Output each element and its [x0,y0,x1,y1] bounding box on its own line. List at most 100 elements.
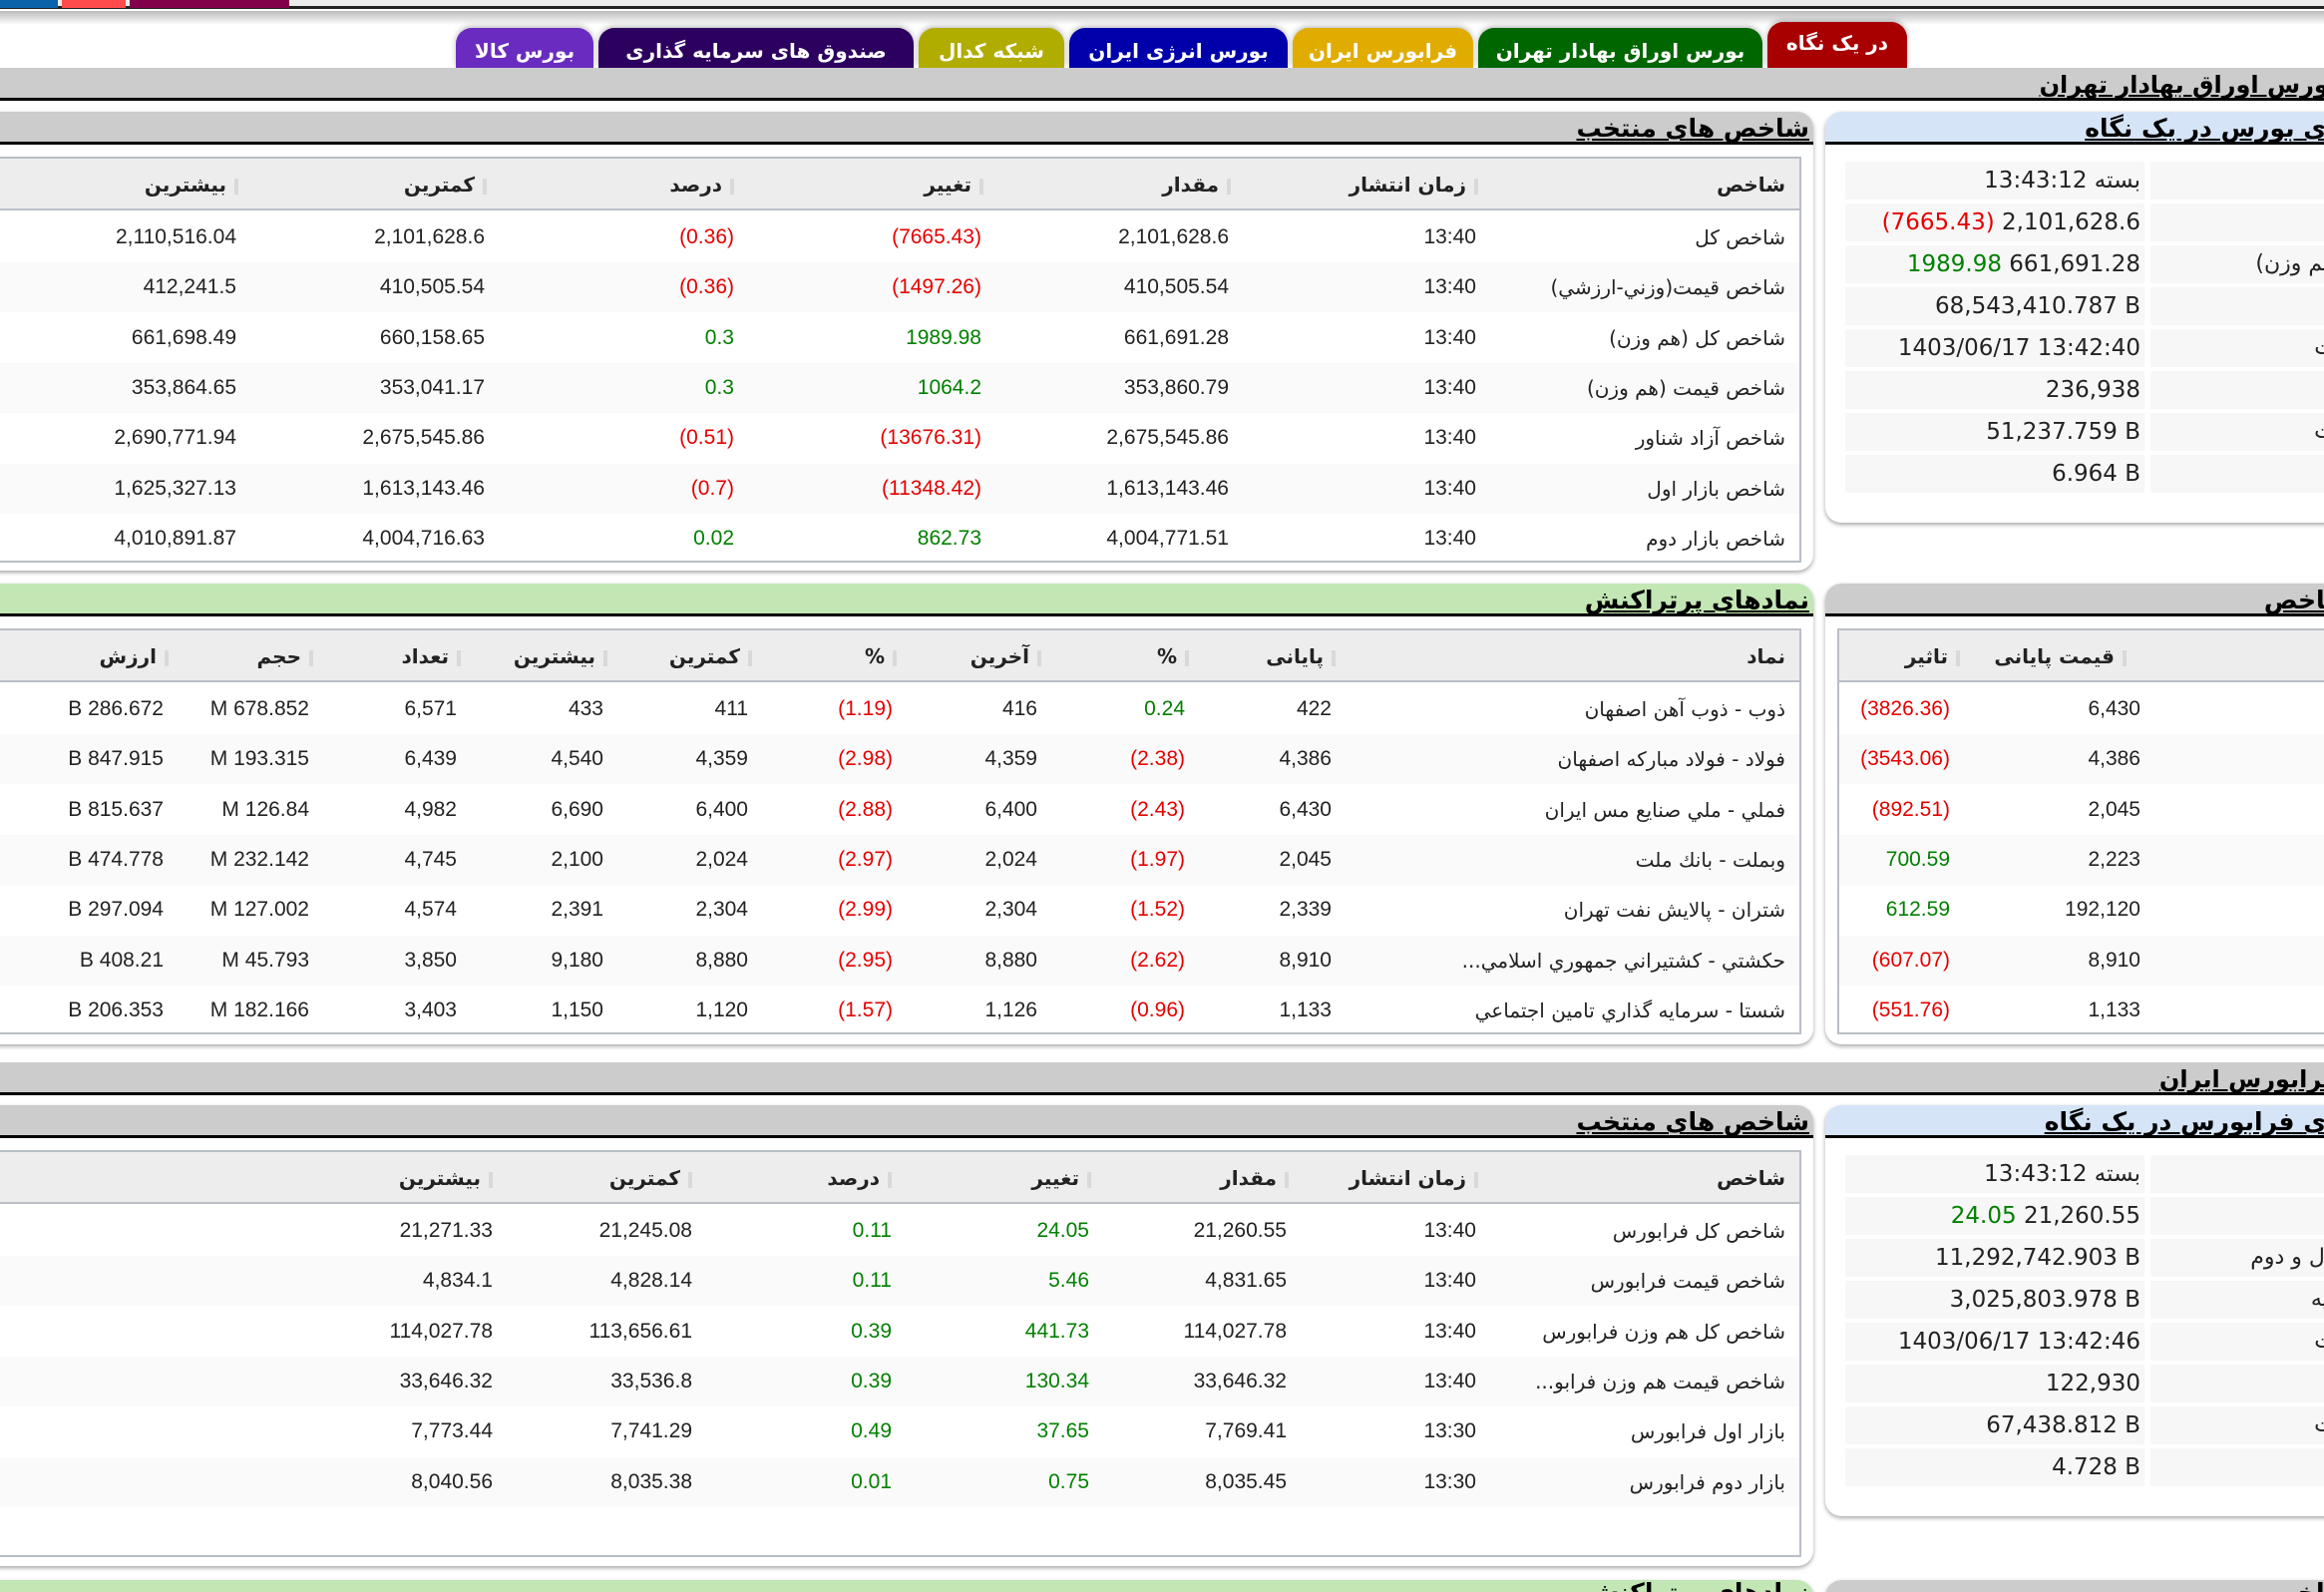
column-header[interactable]: کمترین [642,630,752,682]
column-header[interactable]: تغییر [952,1152,1091,1204]
table-row[interactable]: شاخص كل فرابورس 13:40 21,260.55 24.05 0.11 21… [0,1206,1799,1256]
index-name[interactable]: شاخص قيمت هم وزن فرابو... [1535,1369,1785,1393]
table-row[interactable]: شاخص كل هم وزن فرابورس 13:40 114,027.78 441… [0,1307,1799,1357]
index-name[interactable]: شاخص بازار دوم [1646,526,1785,551]
column-resize-handle[interactable] [165,649,169,666]
column-header[interactable]: نماد [1486,630,1785,682]
column-resize-handle[interactable] [1285,1171,1289,1188]
symbol-name[interactable]: حكشتي - كشتيراني جمهوري اسلامي... [1461,948,1785,973]
column-header[interactable]: بیشترین [39,159,238,210]
symbol-name[interactable]: فملي - ملي صنايع مس ايران [1544,797,1785,822]
table-row[interactable]: شاخص قيمت هم وزن فرابو... 13:40 33,646.32 1… [0,1356,1799,1406]
table-row[interactable]: ذوب - ذوب آهن اصفهان 422 0.24 416 (1.19) 411 4… [0,684,1799,734]
tab-tehran-stock-exchange[interactable]: بورس اوراق بهادار تهران [1478,28,1762,68]
table-row[interactable]: شاخص قيمت فرابورس 13:40 4,831.65 5.46 0.11 4,… [0,1256,1799,1307]
column-header[interactable]: کمترین [533,1152,692,1204]
tab-commodity-exchange[interactable]: بورس کالا [456,28,593,68]
table-row[interactable]: ي8,910(607.07) [1839,935,2324,986]
table-row[interactable]: شتران - پالايش نفت تهران 2,339 (1.52) 2,304… [0,885,1799,935]
table-row[interactable]: 6,430 (3826.36) [1839,684,2324,734]
column-resize-handle[interactable] [1956,649,1960,666]
table-row[interactable]: شاخص قيمت (هم وزن) 13:40 353,860.79 1064.2 0… [0,362,1799,413]
tab-at-a-glance[interactable]: در یک نگاه [1767,22,1907,68]
table-row[interactable]: 1,133 (551.76) [1839,986,2324,1035]
column-resize-handle[interactable] [1332,649,1336,666]
column-header[interactable]: شاخص [1486,159,1785,210]
column-header[interactable]: شاخص [1486,1152,1785,1204]
column-header[interactable]: درصد [535,159,734,210]
index-name[interactable]: بازار دوم فرابورس [1629,1469,1785,1494]
table-row[interactable]: 2,045 (892.51) [1839,785,2324,835]
column-resize-handle[interactable] [979,178,983,195]
column-header[interactable]: پایانی [1216,630,1336,682]
column-header[interactable]: حجم [184,630,313,682]
column-header[interactable]: ارزش [39,630,169,682]
index-name[interactable]: شاخص كل هم وزن فرابورس [1542,1319,1785,1344]
column-resize-handle[interactable] [888,1171,892,1188]
column-header[interactable]: تغییر [784,159,983,210]
column-resize-handle[interactable] [748,649,752,666]
symbol-name[interactable]: شتران - پالايش نفت تهران [1563,898,1785,923]
column-header[interactable]: تعداد [331,630,461,682]
index-name[interactable]: شاخص آزاد شناور [1635,426,1785,451]
column-header[interactable]: % [787,630,897,682]
tab-energy-exchange[interactable]: بورس انرژی ایران [1069,28,1288,68]
column-header[interactable]: بیشترین [283,1152,493,1204]
table-row[interactable]: شاخص کل 13:40 2,101,628.6 (7665.43) (0.36) 2,… [0,212,1799,262]
tab-investment-funds[interactable]: صندوق های سرمایه گذاری [598,28,914,68]
table-row[interactable]: شستا - سرمايه گذاري تامين اجتماعي 1,133 (0… [0,986,1799,1035]
top-strip-button-2[interactable] [62,0,126,8]
table-row[interactable]: فولاد - فولاد مباركه اصفهان 4,386 (2.38) 4,… [0,734,1799,785]
table-row[interactable]: شاخص بازار اول 13:40 1,613,143.46 (11348.42… [0,463,1799,514]
symbol-name[interactable]: ذوب - ذوب آهن اصفهان [1584,697,1785,721]
column-resize-handle[interactable] [688,1171,692,1188]
column-resize-handle[interactable] [483,178,487,195]
index-name[interactable]: شاخص كل (هم وزن) [1609,325,1785,350]
table-row[interactable]: وبملت - بانك ملت 2,045 (1.97) 2,024 (2.97) 2,… [0,834,1799,885]
table-row[interactable]: شاخص آزاد شناور 13:40 2,675,545.86 (13676.3… [0,413,1799,463]
column-header[interactable]: زمان انتشار [1279,159,1478,210]
table-row[interactable]: 192,120 612.59 [1839,885,2324,935]
index-name[interactable]: شاخص قيمت(وزني-ارزشي) [1550,275,1785,300]
table-row[interactable]: بازار دوم فرابورس 13:30 8,035.45 0.75 0.01 8,… [0,1456,1799,1507]
symbol-name[interactable]: فولاد - فولاد مباركه اصفهان [1557,747,1785,772]
column-resize-handle[interactable] [730,178,734,195]
column-header[interactable]: درصد [752,1152,892,1204]
top-strip-button-3[interactable] [130,0,289,8]
table-row[interactable]: فملي - ملي صنايع مس ايران 6,430 (2.43) 6,40… [0,785,1799,835]
column-resize-handle[interactable] [489,1171,493,1188]
column-header[interactable]: تاثیر [1850,630,1960,682]
index-name[interactable]: شاخص قيمت (هم وزن) [1586,375,1785,400]
tab-codal[interactable]: شبکه کدال [919,28,1064,68]
column-header[interactable]: آخرین [932,630,1041,682]
column-header[interactable]: % [1079,630,1189,682]
column-resize-handle[interactable] [893,649,897,666]
index-name[interactable]: شاخص کل [1695,225,1785,249]
index-name[interactable]: شاخص كل فرابورس [1612,1219,1785,1243]
table-row[interactable]: شاخص كل (هم وزن) 13:40 661,691.28 1989.98 0.… [0,313,1799,363]
column-resize-handle[interactable] [2123,649,2127,666]
table-row[interactable]: شاخص بازار دوم 13:40 4,004,771.51 862.73 0.0… [0,514,1799,564]
column-header[interactable]: مقدار [1129,1152,1289,1204]
table-row[interactable]: 2,223 700.59 [1839,834,2324,885]
index-name[interactable]: شاخص بازار اول [1647,476,1785,501]
table-row[interactable]: حكشتي - كشتيراني جمهوري اسلامي... 8,910 (2… [0,935,1799,986]
symbol-name[interactable]: شستا - سرمايه گذاري تامين اجتماعي [1474,997,1785,1022]
index-name[interactable]: شاخص قيمت فرابورس [1590,1269,1785,1294]
column-resize-handle[interactable] [603,649,607,666]
column-header[interactable]: زمان انتشار [1279,1152,1478,1204]
column-resize-handle[interactable] [234,178,238,195]
index-name[interactable]: بازار اول فرابورس [1630,1419,1785,1444]
column-resize-handle[interactable] [309,649,313,666]
symbol-name[interactable]: وبملت - بانك ملت [1635,847,1785,872]
column-resize-handle[interactable] [1474,178,1478,195]
column-header[interactable]: بیشترین [478,630,607,682]
table-row[interactable]: 4,386 (3543.06) [1839,734,2324,785]
column-header[interactable]: مقدار [1031,159,1231,210]
column-header[interactable]: کمترین [287,159,487,210]
column-resize-handle[interactable] [1037,649,1041,666]
tab-ifb[interactable]: فرابورس ایران [1293,28,1473,68]
column-resize-handle[interactable] [1185,649,1189,666]
column-resize-handle[interactable] [1227,178,1231,195]
top-strip-button-1[interactable] [0,0,58,8]
